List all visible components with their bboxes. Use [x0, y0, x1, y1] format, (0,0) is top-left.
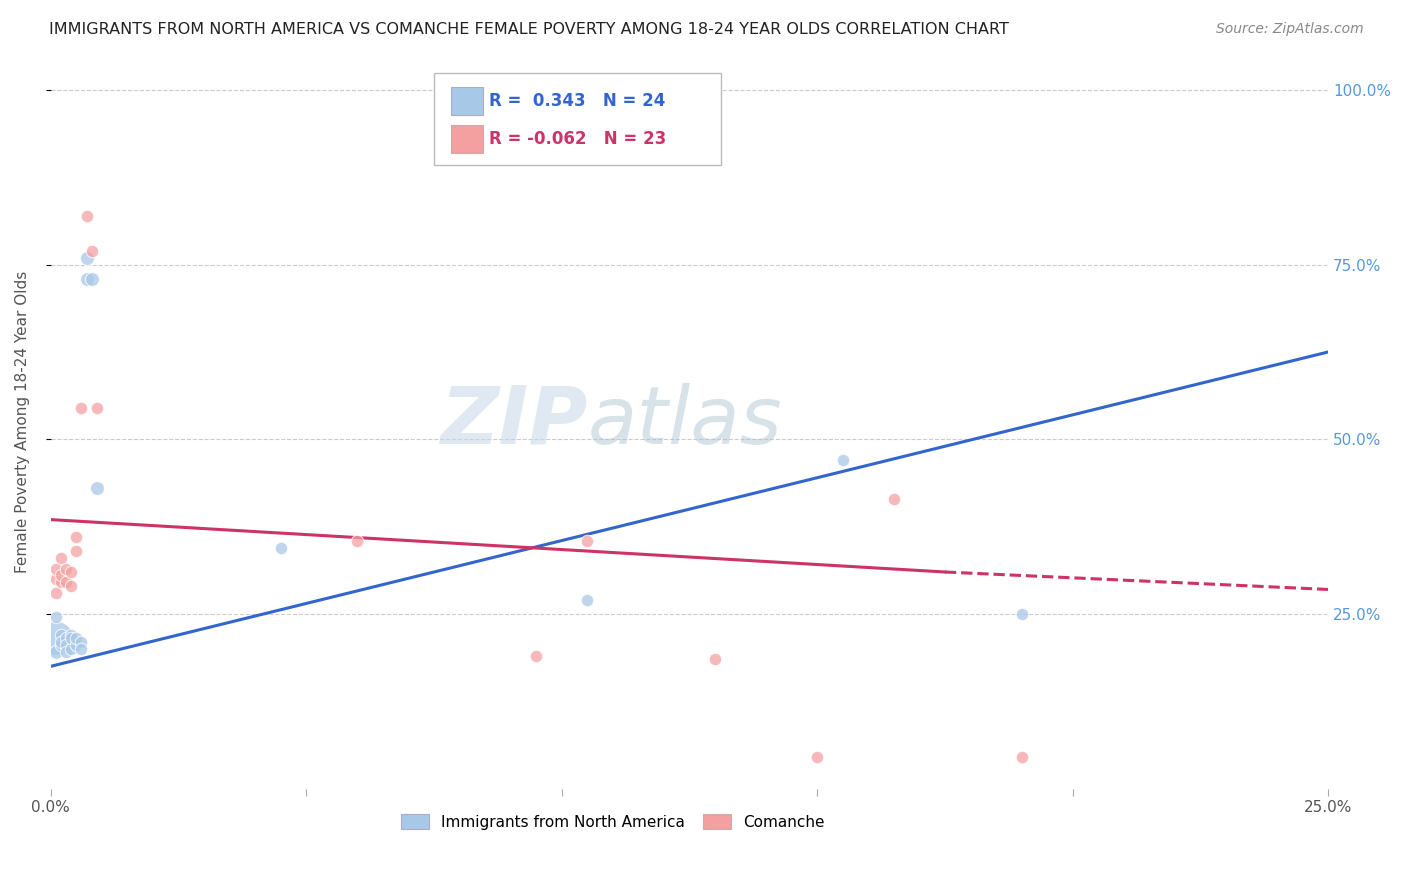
Point [55, 575, 77, 590]
Point [49, 551, 72, 566]
FancyBboxPatch shape [434, 73, 721, 165]
Bar [451, 87, 482, 115]
Point [831, 453, 853, 467]
Point [576, 593, 599, 607]
Text: R =  0.343   N = 24: R = 0.343 N = 24 [489, 92, 665, 110]
Point [270, 541, 292, 555]
Text: Source: ZipAtlas.com: Source: ZipAtlas.com [1216, 22, 1364, 37]
Point [76, 251, 98, 265]
Point [60, 628, 83, 642]
Point [70, 635, 93, 649]
Point [45, 610, 67, 624]
Text: R = -0.062   N = 23: R = -0.062 N = 23 [489, 130, 666, 148]
Point [60, 579, 83, 593]
Point [80, 244, 103, 258]
Y-axis label: Female Poverty Among 18-24 Year Olds: Female Poverty Among 18-24 Year Olds [15, 270, 30, 573]
Point [49, 638, 72, 652]
Point [704, 652, 727, 666]
Point [76, 209, 98, 223]
Point [883, 491, 905, 506]
Text: IMMIGRANTS FROM NORTH AMERICA VS COMANCHE FEMALE POVERTY AMONG 18-24 YEAR OLDS C: IMMIGRANTS FROM NORTH AMERICA VS COMANCH… [49, 22, 1010, 37]
Legend: Immigrants from North America, Comanche: Immigrants from North America, Comanche [395, 807, 831, 836]
Point [60, 632, 83, 646]
Point [55, 638, 77, 652]
Text: ZIP: ZIP [440, 383, 588, 461]
Point [49, 568, 72, 582]
Point [55, 632, 77, 646]
Point [1011, 607, 1033, 621]
Point [576, 533, 599, 548]
Point [1011, 750, 1033, 764]
Point [65, 632, 87, 646]
Point [60, 641, 83, 656]
Point [80, 271, 103, 285]
Bar [451, 125, 482, 153]
Point [55, 645, 77, 659]
Point [60, 565, 83, 579]
Point [65, 544, 87, 558]
Point [524, 648, 547, 663]
Point [49, 635, 72, 649]
Point [45, 561, 67, 575]
Point [76, 271, 98, 285]
Point [49, 628, 72, 642]
Point [65, 530, 87, 544]
Point [65, 638, 87, 652]
Point [45, 572, 67, 586]
Point [45, 586, 67, 600]
Point [806, 750, 828, 764]
Point [45, 632, 67, 646]
Point [45, 645, 67, 659]
Point [70, 401, 93, 415]
Point [55, 561, 77, 575]
Point [86, 481, 108, 495]
Text: atlas: atlas [588, 383, 782, 461]
Point [346, 533, 368, 548]
Point [70, 641, 93, 656]
Point [86, 401, 108, 415]
Point [49, 575, 72, 590]
